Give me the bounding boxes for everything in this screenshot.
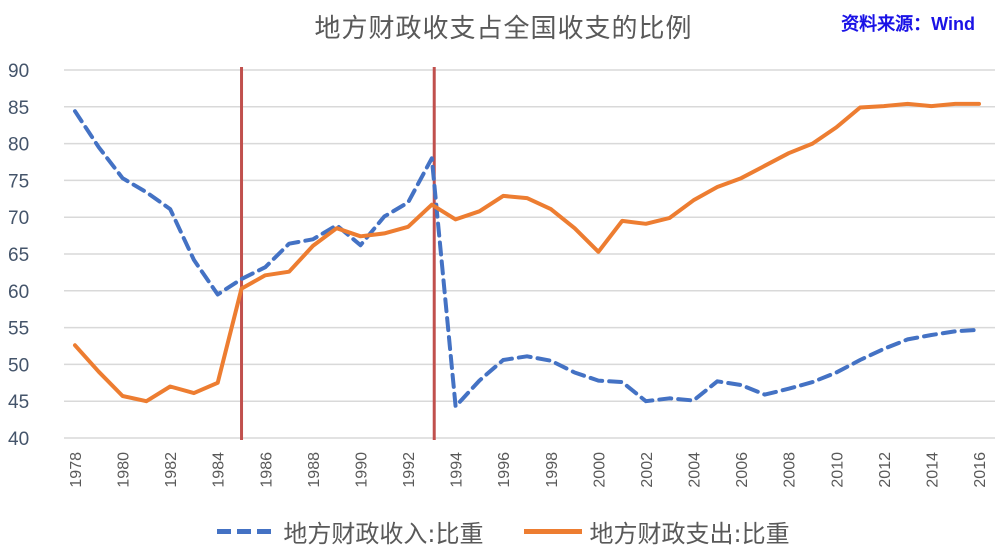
y-tick-label: 65 [8,245,29,266]
legend: 地方财政收入:比重 地方财政支出:比重 [0,514,1007,549]
x-tick-label: 2014 [924,452,941,488]
x-tick-label: 1996 [496,452,513,488]
source-note: 资料来源：Wind [841,14,975,34]
y-tick-label: 70 [8,208,29,229]
x-axis-ticks: 1978 1980 1982 1984 1986 1988 1990 1992 1994 1996… [68,452,989,488]
legend-label-expenditure: 地方财政支出:比重 [589,520,790,548]
legend-label-revenue: 地方财政收入:比重 [283,520,484,548]
expenditure-share-line [73,101,981,404]
legend-item-expenditure: 地方财政支出:比重 [523,514,790,549]
y-tick-label: 55 [8,319,29,340]
dashed-line-swatch-icon [217,529,276,534]
y-tick-label: 75 [8,171,29,192]
x-tick-label: 1994 [449,452,466,488]
x-tick-label: 2010 [829,452,846,488]
y-tick-label: 80 [8,135,29,156]
x-tick-label: 1992 [401,452,418,488]
x-tick-label: 2016 [972,452,989,488]
chart-title: 地方财政收支占全国收支的比例 [314,14,693,44]
x-tick-label: 1978 [68,452,85,488]
gridlines [64,69,995,439]
y-axis-ticks: 40 45 50 55 60 65 70 75 80 85 90 [8,61,29,450]
y-tick-label: 90 [8,61,29,82]
x-tick-label: 1986 [258,452,275,488]
y-tick-label: 40 [8,429,29,450]
legend-item-revenue: 地方财政收入:比重 [217,514,484,549]
x-tick-label: 2008 [782,452,799,488]
x-tick-label: 2004 [687,452,704,488]
x-tick-label: 1990 [353,452,370,488]
x-tick-label: 1982 [163,452,180,488]
solid-line-swatch-icon [523,529,582,534]
revenue-share-line [73,109,981,409]
x-tick-label: 1988 [306,452,323,488]
data-series [73,101,981,409]
x-tick-label: 1998 [544,452,561,488]
y-tick-label: 45 [8,392,29,413]
x-tick-label: 1980 [116,452,133,488]
y-tick-label: 85 [8,98,29,119]
y-tick-label: 50 [8,355,29,376]
y-tick-label: 60 [8,282,29,303]
x-tick-label: 2000 [591,452,608,488]
x-tick-label: 2002 [639,452,656,488]
x-tick-label: 2012 [877,452,894,488]
x-tick-label: 2006 [734,452,751,488]
x-tick-label: 1984 [211,452,228,488]
reform-marker-lines [240,67,436,440]
